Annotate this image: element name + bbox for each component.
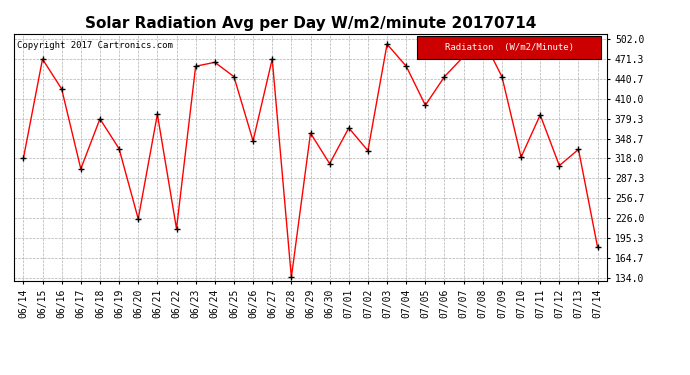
- Title: Solar Radiation Avg per Day W/m2/minute 20170714: Solar Radiation Avg per Day W/m2/minute …: [85, 16, 536, 31]
- Text: Copyright 2017 Cartronics.com: Copyright 2017 Cartronics.com: [17, 41, 172, 50]
- FancyBboxPatch shape: [417, 36, 601, 58]
- Text: Radiation  (W/m2/Minute): Radiation (W/m2/Minute): [445, 43, 574, 52]
